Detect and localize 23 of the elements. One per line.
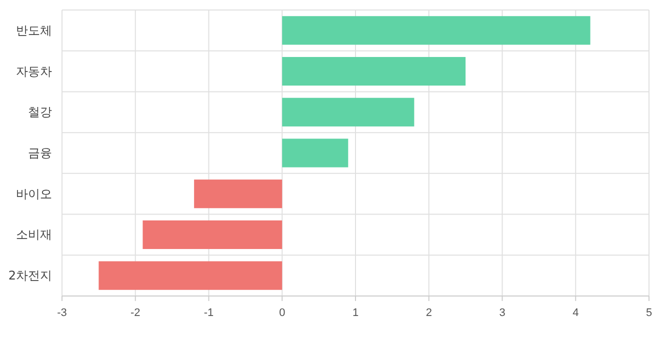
y-tick-label: 철강 xyxy=(28,105,52,120)
x-tick-label: 5 xyxy=(646,307,652,319)
x-tick-label: -1 xyxy=(204,307,214,319)
x-tick-label: -2 xyxy=(130,307,140,319)
x-tick-label: 4 xyxy=(572,307,579,319)
bar xyxy=(282,56,466,86)
bar xyxy=(282,98,414,126)
y-tick-label: 자동차 xyxy=(16,64,52,78)
bar xyxy=(282,138,348,168)
y-tick-label: 소비재 xyxy=(16,228,52,242)
x-tick-label: 2 xyxy=(426,307,432,319)
bar xyxy=(194,180,282,208)
x-tick-label: 1 xyxy=(352,307,359,319)
y-tick-label: 바이오 xyxy=(16,186,52,201)
x-tick-label: 3 xyxy=(499,307,506,319)
y-tick-label: 반도체 xyxy=(16,23,52,38)
x-tick-label: -3 xyxy=(57,307,67,319)
x-tick-label: 0 xyxy=(279,307,286,319)
bar xyxy=(98,261,282,290)
bar xyxy=(282,16,590,45)
bar xyxy=(142,220,282,250)
y-tick-label: 2차전지 xyxy=(8,268,52,283)
y-tick-label: 금융 xyxy=(28,146,52,160)
